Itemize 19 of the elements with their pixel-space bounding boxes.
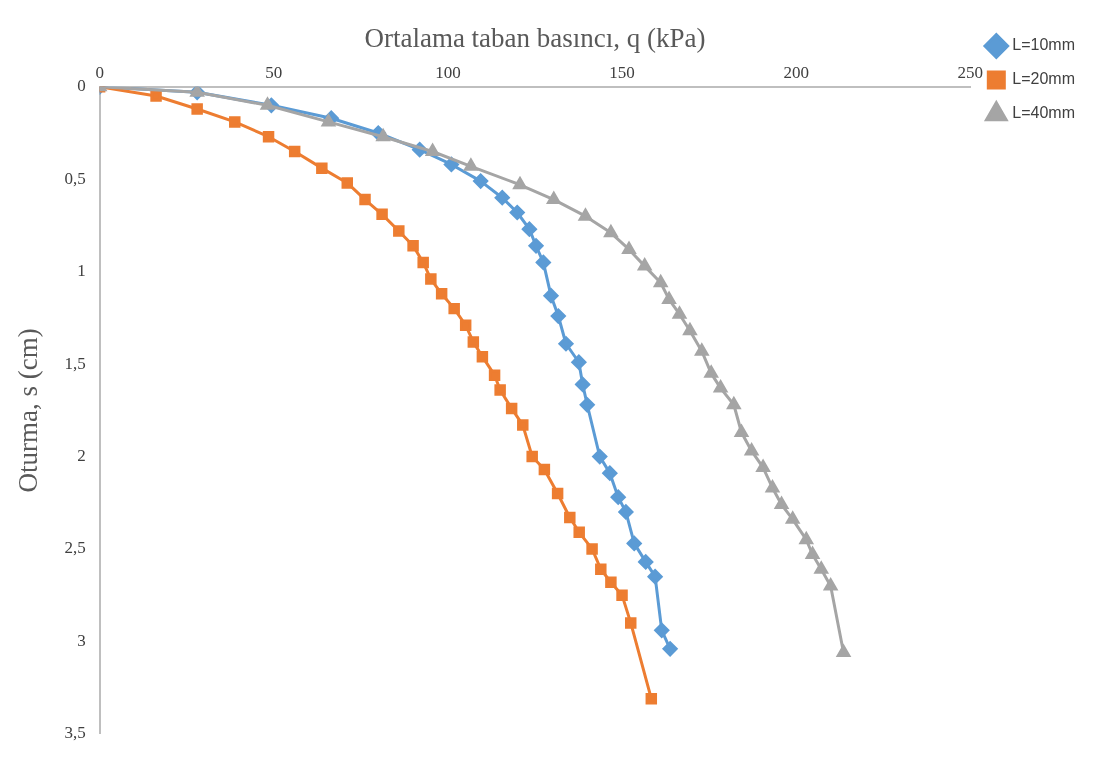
y-tick-label: 1 (77, 261, 86, 281)
legend-label: L=40mm (1012, 104, 1076, 122)
x-tick-label: 250 (957, 63, 984, 83)
x-tick-label: 200 (783, 63, 809, 83)
legend-label: L=10mm (1012, 36, 1076, 54)
y-tick-label: 3,5 (64, 723, 86, 743)
x-tick-label: 50 (265, 63, 283, 83)
y-axis-title: Oturma, s (cm) (13, 328, 44, 493)
y-tick-label: 0,5 (64, 168, 86, 188)
x-axis-title: Ortalama taban basıncı, q (kPa) (364, 23, 706, 54)
x-tick-label: 0 (95, 63, 104, 83)
y-tick-label: 2 (77, 445, 86, 465)
y-tick-label: 0 (77, 76, 86, 96)
y-tick-label: 1,5 (64, 353, 86, 373)
y-tick-label: 2,5 (64, 538, 86, 558)
y-tick-label: 3 (77, 630, 86, 650)
x-tick-label: 100 (435, 63, 461, 83)
x-tick-label: 150 (609, 63, 635, 83)
legend-label: L=20mm (1012, 70, 1076, 88)
